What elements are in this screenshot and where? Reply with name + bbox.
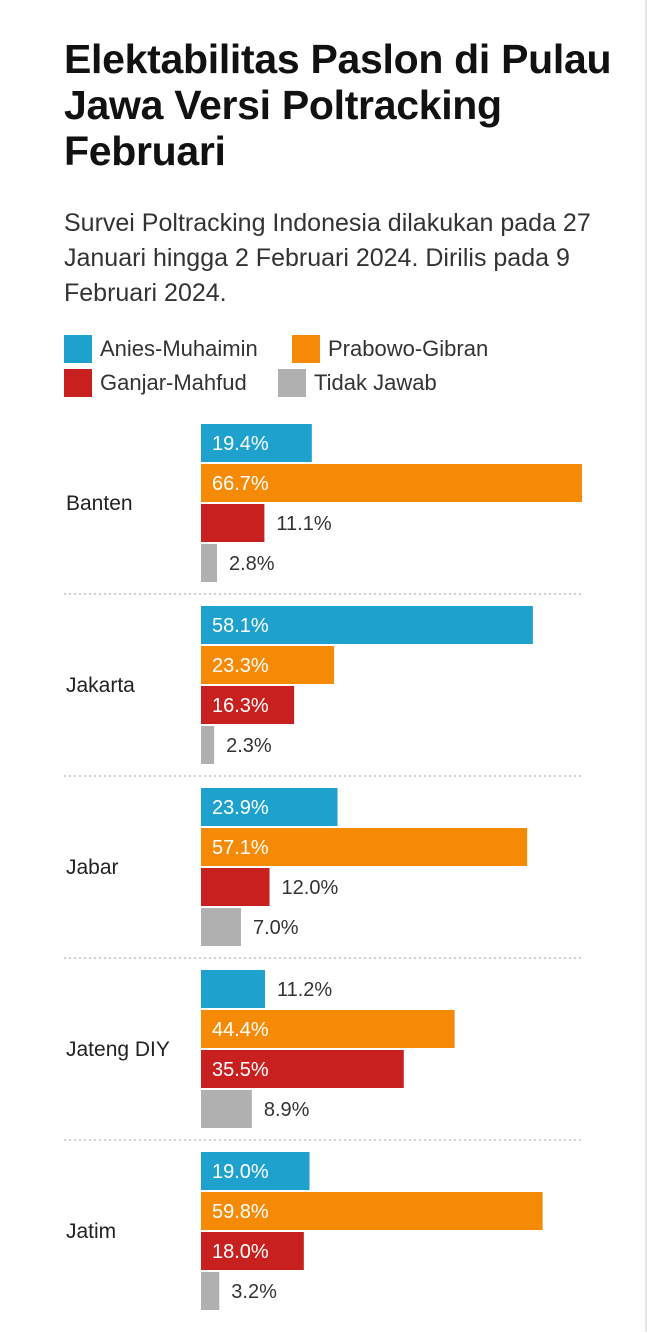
group-banten: Banten 19.4% 66.7% 11.1%2.8%: [66, 424, 582, 582]
bar-jateng-diy-prabowo-gibran: [201, 1010, 455, 1048]
bar-banten-prabowo-gibran: [201, 464, 582, 502]
data-label-jabar-tidak-jawab: 7.0%: [253, 917, 299, 939]
legend-item-tidak-jawab: Tidak Jawab: [278, 368, 437, 398]
data-label-jabar-ganjar-mahfud: 12.0%: [282, 877, 339, 899]
legend-swatch-tidak-jawab: [278, 369, 306, 397]
legend-swatch-ganjar-mahfud: [64, 369, 92, 397]
data-label-jateng-diy-tidak-jawab: 8.9%: [264, 1099, 310, 1121]
data-label-jateng-diy-ganjar-mahfud: 35.5%: [212, 1059, 269, 1081]
legend-swatch-prabowo-gibran: [292, 335, 320, 363]
bar-jatim-anies-muhaimin: [201, 1152, 310, 1190]
data-label-banten-prabowo-gibran: 66.7%: [212, 473, 269, 495]
legend-label-ganjar-mahfud: Ganjar-Mahfud: [100, 370, 247, 395]
bar-jatim-tidak-jawab: [201, 1272, 220, 1310]
data-label-jabar-prabowo-gibran: 57.1%: [212, 837, 269, 859]
chart-title: Elektabilitas Paslon di Pulau Jawa Versi…: [64, 36, 612, 174]
data-label-banten-tidak-jawab: 2.8%: [229, 553, 275, 575]
bar-jabar-prabowo-gibran: [201, 828, 528, 866]
legend-item-prabowo-gibran: Prabowo-Gibran: [292, 334, 488, 364]
data-label-banten-anies-muhaimin: 19.4%: [212, 433, 269, 455]
category-label-banten: Banten: [66, 492, 133, 515]
data-label-jakarta-prabowo-gibran: 23.3%: [212, 655, 269, 677]
group-jatim: Jatim 19.0% 59.8% 18.0% 3.2%: [66, 1152, 543, 1310]
bar-jateng-diy-ganjar-mahfud: [201, 1050, 404, 1088]
category-label-jateng-diy: Jateng DIY: [66, 1038, 170, 1061]
data-label-jakarta-tidak-jawab: 2.3%: [226, 735, 272, 757]
data-label-jatim-prabowo-gibran: 59.8%: [212, 1201, 269, 1223]
chart-subtitle: Survei Poltracking Indonesia dilakukan p…: [64, 209, 591, 307]
legend-label-anies-muhaimin: Anies-Muhaimin: [100, 336, 258, 361]
bar-jatim-prabowo-gibran: [201, 1192, 543, 1230]
bar-jakarta-prabowo-gibran: [201, 646, 335, 684]
bar-jabar-tidak-jawab: [201, 908, 241, 946]
data-label-jatim-ganjar-mahfud: 18.0%: [212, 1241, 269, 1263]
bar-jakarta-tidak-jawab: [201, 726, 215, 764]
legend-swatch-anies-muhaimin: [64, 335, 92, 363]
bar-jateng-diy-tidak-jawab: [201, 1090, 252, 1128]
bar-jakarta-ganjar-mahfud: [201, 686, 295, 724]
bar-jakarta-anies-muhaimin: [201, 606, 533, 644]
data-label-banten-ganjar-mahfud: 11.1%: [276, 513, 331, 535]
data-label-jatim-anies-muhaimin: 19.0%: [212, 1161, 269, 1183]
bar-jabar-ganjar-mahfud: [201, 868, 270, 906]
category-label-jakarta: Jakarta: [66, 674, 135, 697]
legend-item-anies-muhaimin: Anies-Muhaimin: [64, 334, 258, 364]
category-label-jabar: Jabar: [66, 856, 119, 879]
data-label-jateng-diy-prabowo-gibran: 44.4%: [212, 1019, 269, 1041]
bar-jateng-diy-anies-muhaimin: [201, 970, 265, 1008]
bar-banten-anies-muhaimin: [201, 424, 312, 462]
data-label-jatim-tidak-jawab: 3.2%: [231, 1281, 277, 1303]
legend-label-tidak-jawab: Tidak Jawab: [314, 370, 437, 395]
group-jateng-diy: Jateng DIY 11.2% 44.4% 35.5% 8.9%: [66, 970, 455, 1128]
data-label-jakarta-ganjar-mahfud: 16.3%: [212, 695, 269, 717]
legend-label-prabowo-gibran: Prabowo-Gibran: [328, 336, 489, 361]
legend-item-ganjar-mahfud: Ganjar-Mahfud: [64, 368, 247, 398]
bar-banten-ganjar-mahfud: [201, 504, 265, 542]
bar-jabar-anies-muhaimin: [201, 788, 338, 826]
data-label-jateng-diy-anies-muhaimin: 11.2%: [277, 979, 332, 1001]
bar-banten-tidak-jawab: [201, 544, 217, 582]
bar-jatim-ganjar-mahfud: [201, 1232, 304, 1270]
data-label-jabar-anies-muhaimin: 23.9%: [212, 797, 269, 819]
group-jakarta: Jakarta 58.1% 23.3% 16.3% 2.3%: [66, 606, 533, 764]
data-label-jakarta-anies-muhaimin: 58.1%: [212, 615, 269, 637]
group-jabar: Jabar 23.9% 57.1% 12.0% 7.0%: [66, 788, 528, 946]
category-label-jatim: Jatim: [66, 1220, 116, 1243]
